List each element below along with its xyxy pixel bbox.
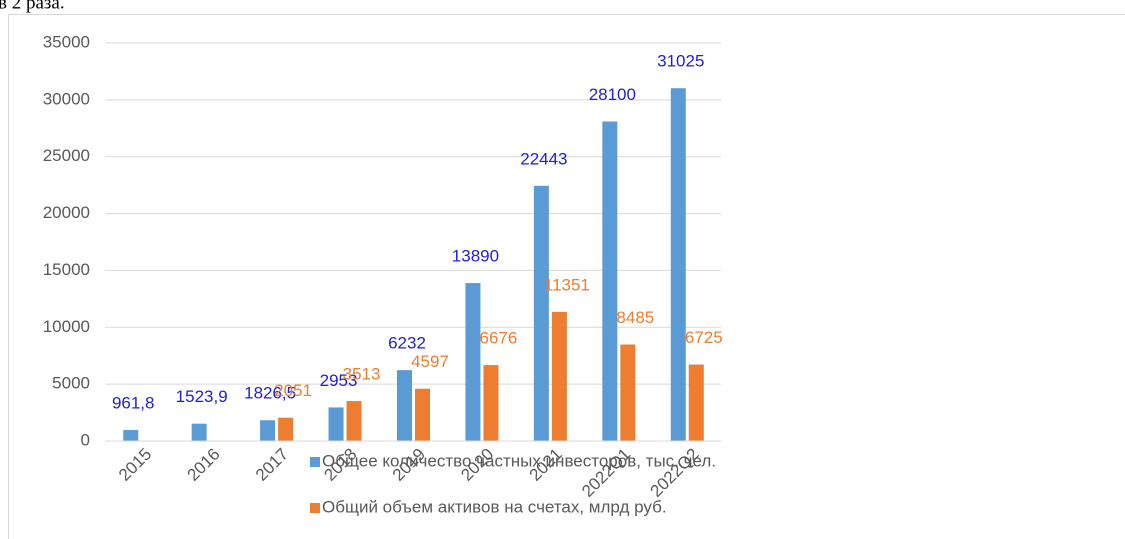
y-tick-label: 5000 — [52, 374, 90, 393]
bar — [620, 344, 636, 441]
bar — [123, 430, 139, 441]
y-tick-label: 25000 — [43, 146, 90, 165]
y-tick-label: 10000 — [43, 317, 90, 336]
data-label: 1523,9 — [176, 387, 228, 406]
data-label: 8485 — [616, 308, 654, 327]
data-label: 4597 — [411, 352, 449, 371]
data-label: 2953 — [320, 371, 358, 390]
data-label: 6676 — [480, 329, 518, 348]
y-tick-label: 0 — [81, 430, 90, 449]
data-label: 6232 — [388, 334, 426, 353]
data-label: 22443 — [520, 149, 567, 168]
legend-swatch — [310, 503, 320, 513]
data-label: 2051 — [274, 381, 312, 400]
bar — [670, 88, 686, 442]
bar — [465, 283, 481, 441]
bar — [483, 365, 499, 441]
data-label: 11351 — [544, 275, 590, 294]
data-label: 6725 — [685, 328, 723, 347]
bar — [278, 417, 294, 441]
bar — [328, 407, 344, 441]
data-label: 31025 — [657, 52, 704, 71]
y-tick-label: 15000 — [43, 260, 90, 279]
data-label: 13890 — [452, 247, 499, 266]
bar — [415, 388, 430, 441]
bar — [688, 364, 704, 441]
bar — [602, 121, 618, 441]
page-text: в 2 раза. — [0, 0, 65, 13]
bar — [346, 401, 362, 441]
data-label: 1826,5 — [244, 384, 296, 403]
bar — [551, 311, 567, 441]
y-tick-label: 35000 — [43, 32, 90, 51]
bar — [533, 185, 549, 441]
x-tick-label: 2016 — [183, 445, 223, 485]
data-label: 3513 — [343, 365, 381, 384]
data-label: 28100 — [589, 85, 636, 104]
data-label: 961,8 — [112, 394, 155, 413]
x-tick-label: 2017 — [252, 445, 292, 485]
bar — [191, 423, 207, 441]
bar — [397, 370, 412, 441]
chart-frame — [8, 14, 1125, 539]
legend-label: Общий объем активов на счетах, млрд руб. — [322, 497, 667, 516]
legend-swatch — [310, 457, 320, 467]
y-tick-label: 30000 — [43, 89, 90, 108]
bar — [260, 420, 276, 441]
x-tick-label: 2015 — [115, 445, 155, 485]
legend-label: Общее количество частных инвесторов, тыс… — [322, 451, 716, 470]
y-tick-label: 20000 — [43, 203, 90, 222]
